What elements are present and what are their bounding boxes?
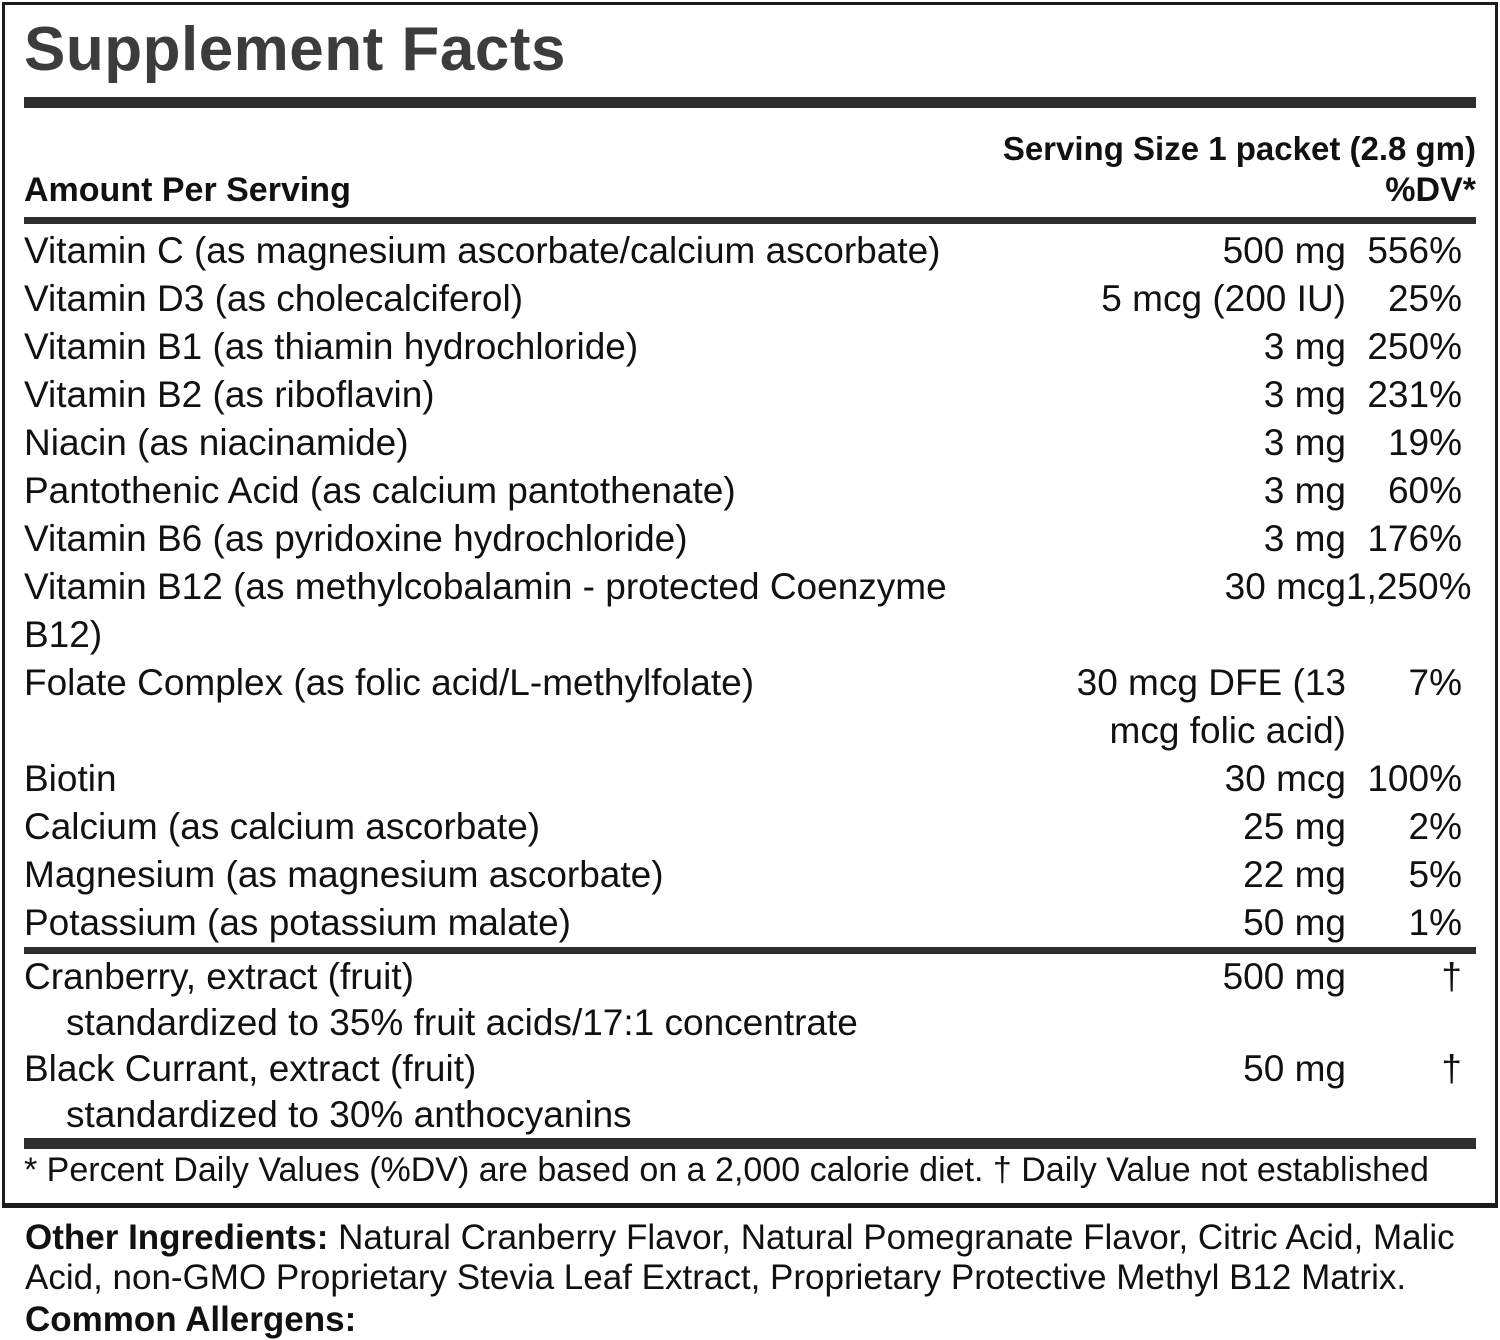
ingredient-name: Calcium (as calcium ascorbate) <box>24 806 541 847</box>
ingredient-dv: 7% <box>1408 662 1462 703</box>
ingredient-amount: 30 mcg DFE (13 mcg folic acid) <box>1076 662 1346 751</box>
ingredient-row: Biotin 30 mcg 100% <box>24 755 1476 803</box>
footnote: * Percent Daily Values (%DV) are based o… <box>24 1151 1429 1189</box>
ingredient-row: Folate Complex (as folic acid/L-methylfo… <box>24 659 1476 755</box>
ingredient-amount: 25 mg <box>1243 806 1346 847</box>
common-allergens-label: Common Allergens: <box>25 1300 357 1339</box>
panel-title: Supplement Facts <box>24 15 566 84</box>
ingredient-dv: † <box>1441 956 1462 997</box>
facts-panel: Supplement Facts Serving Size 1 packet (… <box>2 2 1498 1208</box>
ingredient-amount: 50 mg <box>1243 902 1346 943</box>
ingredient-row: Potassium (as potassium malate) 50 mg 1% <box>24 899 1476 947</box>
other-ingredients: Other Ingredients: Natural Cranberry Fla… <box>25 1218 1480 1298</box>
ingredient-dv: 2% <box>1408 806 1462 847</box>
ingredient-amount: 22 mg <box>1243 854 1346 895</box>
ingredient-name: Pantothenic Acid (as calcium pantothenat… <box>24 470 736 511</box>
ingredient-row: Vitamin B2 (as riboflavin) 3 mg 231% <box>24 371 1476 419</box>
common-allergens: Common Allergens: <box>25 1300 1480 1340</box>
ingredient-name: Black Currant, extract (fruit) <box>24 1048 477 1089</box>
other-ingredients-text: Natural Cranberry Flavor, Natural Pomegr… <box>25 1218 1455 1297</box>
ingredient-row: Vitamin B6 (as pyridoxine hydrochloride)… <box>24 515 1476 563</box>
ingredient-subtext: standardized to 30% anthocyanins <box>66 1094 632 1135</box>
dv-header: %DV* <box>1385 171 1476 209</box>
ingredient-subtext: standardized to 35% fruit acids/17:1 con… <box>66 1002 858 1043</box>
ingredient-dv: 1,250% <box>1346 566 1472 607</box>
ingredient-row: Niacin (as niacinamide) 3 mg 19% <box>24 419 1476 467</box>
title-divider <box>24 97 1476 108</box>
ingredient-dv: 100% <box>1367 758 1462 799</box>
ingredient-dv: 250% <box>1367 326 1462 367</box>
ingredient-name: Vitamin B6 (as pyridoxine hydrochloride) <box>24 518 688 559</box>
ingredient-row: Vitamin C (as magnesium ascorbate/calciu… <box>24 227 1476 275</box>
ingredient-amount: 30 mcg <box>1224 566 1346 607</box>
ingredient-name: Vitamin D3 (as cholecalciferol) <box>24 278 524 319</box>
ingredient-dv: 176% <box>1367 518 1462 559</box>
ingredient-dv: 19% <box>1387 422 1462 463</box>
ingredient-amount: 3 mg <box>1263 422 1346 463</box>
below-panel-text: Other Ingredients: Natural Cranberry Fla… <box>25 1218 1480 1340</box>
ingredient-dv: 60% <box>1387 470 1462 511</box>
nutrient-rows: Vitamin C (as magnesium ascorbate/calciu… <box>24 227 1476 947</box>
ingredient-name: Potassium (as potassium malate) <box>24 902 571 943</box>
ingredient-amount: 500 mg <box>1222 956 1346 997</box>
footnote-divider <box>24 1138 1476 1149</box>
ingredient-name: Folate Complex (as folic acid/L-methylfo… <box>24 662 755 703</box>
ingredient-name: Magnesium (as magnesium ascorbate) <box>24 854 664 895</box>
ingredient-name: Vitamin B12 (as methylcobalamin - protec… <box>24 566 947 655</box>
ingredient-amount: 3 mg <box>1263 374 1346 415</box>
ingredient-dv: 231% <box>1367 374 1462 415</box>
ingredient-row: Black Currant, extract (fruit) 50 mg † s… <box>24 1046 1476 1138</box>
ingredient-amount: 30 mcg <box>1224 758 1346 799</box>
ingredient-row: Vitamin B12 (as methylcobalamin - protec… <box>24 563 1476 659</box>
other-ingredients-label: Other Ingredients: <box>25 1218 329 1257</box>
ingredient-row: Calcium (as calcium ascorbate) 25 mg 2% <box>24 803 1476 851</box>
ingredient-dv: 1% <box>1408 902 1462 943</box>
header-divider <box>24 217 1476 224</box>
ingredient-dv: 556% <box>1367 230 1462 271</box>
ingredient-amount: 5 mcg (200 IU) <box>1101 278 1346 319</box>
serving-size: Serving Size 1 packet (2.8 gm) <box>1002 130 1476 167</box>
amount-per-serving-header: Amount Per Serving <box>24 171 351 209</box>
ingredient-dv: 25% <box>1387 278 1462 319</box>
ingredient-name: Biotin <box>24 758 117 799</box>
section-divider <box>24 947 1476 954</box>
ingredient-row: Pantothenic Acid (as calcium pantothenat… <box>24 467 1476 515</box>
ingredient-amount: 3 mg <box>1263 326 1346 367</box>
ingredient-row: Vitamin D3 (as cholecalciferol) 5 mcg (2… <box>24 275 1476 323</box>
ingredient-name: Cranberry, extract (fruit) <box>24 956 414 997</box>
ingredient-amount: 3 mg <box>1263 518 1346 559</box>
ingredient-amount: 500 mg <box>1222 230 1346 271</box>
ingredient-name: Vitamin B1 (as thiamin hydrochloride) <box>24 326 639 367</box>
column-headers: Amount Per Serving %DV* <box>24 170 1476 210</box>
ingredient-name: Vitamin B2 (as riboflavin) <box>24 374 435 415</box>
ingredient-row: Magnesium (as magnesium ascorbate) 22 mg… <box>24 851 1476 899</box>
ingredient-dv: † <box>1441 1048 1462 1089</box>
ingredient-amount: 3 mg <box>1263 470 1346 511</box>
ingredient-name: Niacin (as niacinamide) <box>24 422 409 463</box>
botanical-rows: Cranberry, extract (fruit) 500 mg † stan… <box>24 954 1476 1138</box>
ingredient-name: Vitamin C (as magnesium ascorbate/calciu… <box>24 230 941 271</box>
ingredient-row: Vitamin B1 (as thiamin hydrochloride) 3 … <box>24 323 1476 371</box>
ingredient-row: Cranberry, extract (fruit) 500 mg † stan… <box>24 954 1476 1046</box>
ingredient-dv: 5% <box>1408 854 1462 895</box>
ingredient-amount: 50 mg <box>1243 1048 1346 1089</box>
